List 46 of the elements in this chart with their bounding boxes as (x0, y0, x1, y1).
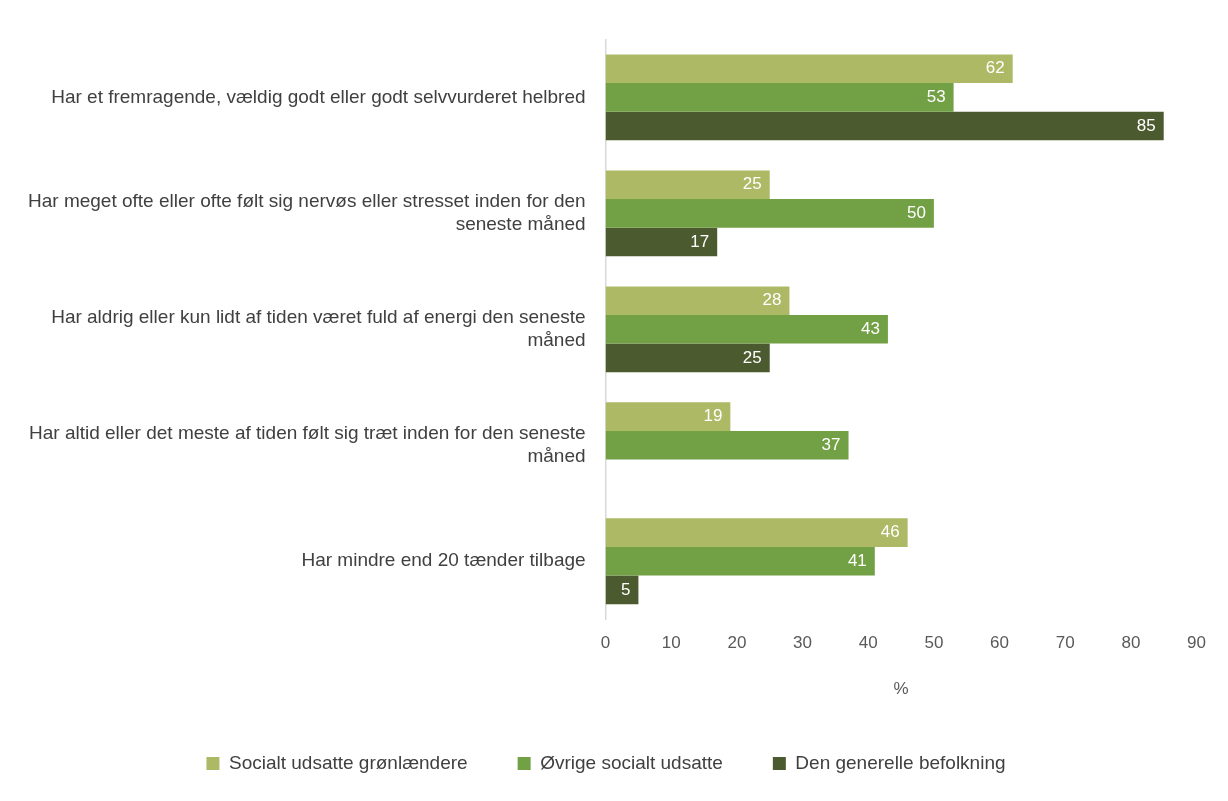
bar (605, 546, 875, 576)
data-label: 85 (1136, 115, 1156, 135)
data-label: 5 (620, 579, 631, 599)
legend-label: Socialt udsatte grønlændere (228, 751, 468, 773)
bar (605, 430, 849, 460)
bar (605, 83, 954, 112)
x-tick-label: 70 (1055, 633, 1075, 653)
bar (605, 170, 770, 200)
x-tick-label: 0 (600, 633, 611, 653)
data-label: 53 (926, 87, 946, 107)
bar (605, 343, 770, 373)
legend-label: Den generelle befolkning (795, 751, 1006, 773)
data-label: 46 (880, 522, 900, 542)
x-axis-title: % (893, 679, 909, 699)
bar (605, 227, 718, 257)
bar (605, 199, 934, 228)
x-tick-label: 30 (793, 633, 813, 653)
y-tick-label: Har aldrig eller kun lidt af tiden været fuld af energi den seneste måned (51, 306, 586, 350)
y-tick-label: Har et fremragende, vældig godt eller godt selvvurderet helbred (51, 85, 586, 107)
data-label: 43 (861, 318, 880, 338)
bar (605, 402, 731, 431)
data-label: 37 (821, 434, 841, 454)
y-tick-label: Har meget ofte eller ofte følt sig nervøs eller stresset inden for den seneste måned (28, 190, 586, 234)
bar (605, 111, 1164, 141)
x-tick-label: 80 (1121, 633, 1141, 653)
x-tick-label: 50 (924, 633, 944, 653)
x-tick-label: 60 (990, 633, 1010, 653)
data-label: 25 (742, 174, 762, 194)
bar (605, 315, 888, 344)
legend-label: Øvrige socialt udsatte (540, 751, 723, 773)
data-label: 17 (690, 231, 710, 251)
data-label: 19 (703, 406, 723, 426)
data-label: 25 (742, 347, 762, 367)
data-label: 28 (762, 290, 782, 310)
y-tick-label: Har altid eller det meste af tiden følt sig træt inden for den seneste måned (29, 422, 586, 466)
x-tick-label: 20 (727, 633, 747, 653)
bar (605, 518, 908, 547)
x-tick-label: 90 (1187, 633, 1207, 653)
data-label: 41 (847, 550, 867, 570)
x-tick-label: 10 (661, 633, 681, 653)
bar (605, 54, 1013, 84)
data-label: 62 (985, 58, 1005, 78)
bar (605, 286, 790, 315)
x-tick-label: 40 (858, 633, 878, 653)
data-label: 50 (906, 203, 926, 223)
y-tick-label: Har mindre end 20 tænder tilbage (301, 549, 586, 571)
